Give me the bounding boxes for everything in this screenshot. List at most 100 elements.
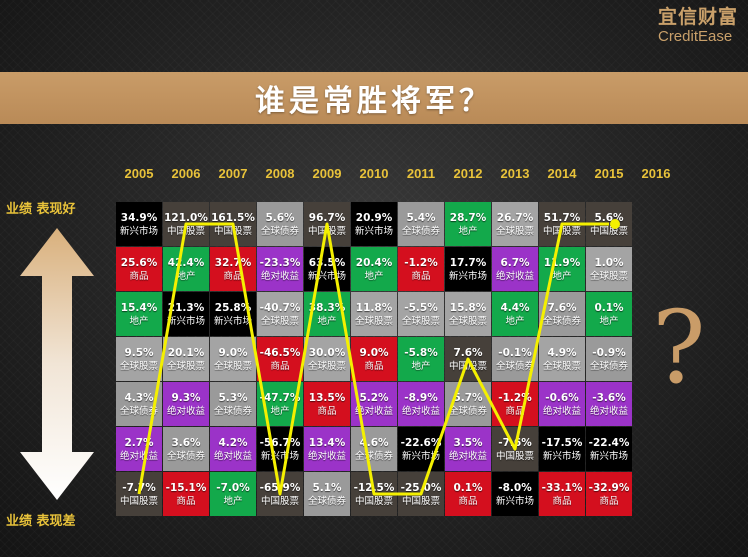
cell-category: 新兴市场 — [166, 315, 205, 327]
page-title: 谁是常胜将军？ — [255, 84, 493, 119]
cell-value: 21.3% — [167, 301, 205, 314]
cell-value: -23.3% — [259, 256, 301, 269]
cell-2005-rank-5: 4.3% 全球债券 — [116, 382, 162, 426]
cell-category: 新兴市场 — [589, 450, 628, 462]
cell-category: 中国股票 — [401, 495, 440, 507]
cell-category: 商品 — [364, 360, 384, 372]
cell-category: 地产 — [505, 315, 525, 327]
cell-2011-rank-6: -22.6% 新兴市场 — [398, 427, 444, 471]
cell-category: 中国股票 — [260, 495, 299, 507]
cell-value: 6.7% — [500, 256, 530, 269]
year-label-2012: 2012 — [453, 166, 483, 181]
cell-category: 全球债券 — [260, 225, 299, 237]
cell-value: -12.5% — [353, 481, 395, 494]
cell-category: 绝对收益 — [589, 405, 628, 417]
cell-value: 20.9% — [355, 211, 393, 224]
cell-2005-rank-1: 34.9% 新兴市场 — [116, 202, 162, 246]
cell-2014-rank-6: -17.5% 新兴市场 — [539, 427, 585, 471]
year-label-2011: 2011 — [406, 166, 436, 181]
cell-value: 13.4% — [308, 436, 346, 449]
cell-category: 全球股票 — [589, 270, 628, 282]
cell-category: 地产 — [552, 270, 572, 282]
cell-2011-rank-1: 5.4% 全球债券 — [398, 202, 444, 246]
cell-value: 13.5% — [308, 391, 346, 404]
cell-value: -1.2% — [498, 391, 532, 404]
year-label-2014: 2014 — [547, 166, 577, 181]
cell-2012-rank-1: 28.7% 地产 — [445, 202, 491, 246]
cell-value: 20.1% — [167, 346, 205, 359]
cell-value: -0.9% — [592, 346, 626, 359]
cell-value: 4.9% — [547, 346, 577, 359]
cell-category: 商品 — [411, 270, 431, 282]
title-banner: 谁是常胜将军？ — [0, 72, 748, 124]
cell-2009-rank-1: 96.7% 中国股票 — [304, 202, 350, 246]
cell-2008-rank-2: -23.3% 绝对收益 — [257, 247, 303, 291]
cell-2013-rank-4: -0.1% 全球债券 — [492, 337, 538, 381]
cell-2006-rank-6: 3.6% 全球债券 — [163, 427, 209, 471]
cell-2005-rank-2: 25.6% 商品 — [116, 247, 162, 291]
cell-category: 全球股票 — [166, 360, 205, 372]
cell-2013-rank-3: 4.4% 地产 — [492, 292, 538, 336]
cell-value: -7.0% — [216, 481, 250, 494]
cell-value: -5.8% — [404, 346, 438, 359]
cell-2015-rank-7: -32.9% 商品 — [586, 472, 632, 516]
cell-category: 全球股票 — [495, 225, 534, 237]
cell-2005-rank-6: 2.7% 绝对收益 — [116, 427, 162, 471]
cell-category: 中国股票 — [307, 225, 346, 237]
cell-2012-rank-3: 15.8% 全球股票 — [445, 292, 491, 336]
cell-value: -8.0% — [498, 481, 532, 494]
cell-value: 9.0% — [218, 346, 248, 359]
cell-category: 地产 — [176, 270, 196, 282]
cell-value: 121.0% — [164, 211, 208, 224]
cell-value: 5.6% — [594, 211, 624, 224]
cell-category: 商品 — [317, 405, 337, 417]
year-label-2009: 2009 — [312, 166, 342, 181]
logo-chinese: 宜信财富 — [657, 6, 738, 28]
cell-value: 17.7% — [449, 256, 487, 269]
cell-value: 5.3% — [218, 391, 248, 404]
cell-category: 绝对收益 — [119, 450, 158, 462]
cell-value: 28.7% — [449, 211, 487, 224]
cell-value: -3.6% — [592, 391, 626, 404]
year-label-2013: 2013 — [500, 166, 530, 181]
cell-category: 中国股票 — [213, 225, 252, 237]
cell-value: 4.2% — [218, 436, 248, 449]
cell-value: 3.5% — [453, 436, 483, 449]
cell-category: 绝对收益 — [401, 405, 440, 417]
cell-category: 中国股票 — [448, 360, 487, 372]
cell-value: -15.1% — [165, 481, 207, 494]
cell-value: -40.7% — [259, 301, 301, 314]
cell-2012-rank-5: 5.7% 全球债券 — [445, 382, 491, 426]
question-mark: ? — [652, 289, 706, 406]
cell-value: 4.6% — [359, 436, 389, 449]
cell-2006-rank-1: 121.0% 中国股票 — [163, 202, 209, 246]
label-performance-good: 业绩 表现好 — [6, 202, 76, 217]
cell-category: 新兴市场 — [495, 495, 534, 507]
cell-2013-rank-5: -1.2% 商品 — [492, 382, 538, 426]
cell-value: -47.7% — [259, 391, 301, 404]
cell-category: 商品 — [458, 495, 478, 507]
cell-value: 7.6% — [547, 301, 577, 314]
cell-value: 11.9% — [543, 256, 581, 269]
cell-category: 商品 — [223, 270, 243, 282]
cell-2013-rank-6: -7.6% 中国股票 — [492, 427, 538, 471]
cell-category: 全球股票 — [448, 315, 487, 327]
cell-category: 全球股票 — [401, 315, 440, 327]
cell-value: 63.5% — [308, 256, 346, 269]
cell-2011-rank-3: -5.5% 全球股票 — [398, 292, 444, 336]
cell-category: 新兴市场 — [213, 315, 252, 327]
cell-category: 全球股票 — [260, 315, 299, 327]
cell-category: 全球债券 — [213, 405, 252, 417]
cell-2007-rank-3: 25.8% 新兴市场 — [210, 292, 256, 336]
cell-category: 绝对收益 — [307, 450, 346, 462]
cell-value: 30.0% — [308, 346, 346, 359]
cell-category: 全球债券 — [542, 315, 581, 327]
cell-value: 1.0% — [594, 256, 624, 269]
cell-value: -32.9% — [588, 481, 630, 494]
cell-2015-rank-6: -22.4% 新兴市场 — [586, 427, 632, 471]
cell-value: -7.7% — [122, 481, 156, 494]
cell-2012-rank-6: 3.5% 绝对收益 — [445, 427, 491, 471]
cell-value: 42.4% — [167, 256, 205, 269]
cell-2006-rank-5: 9.3% 绝对收益 — [163, 382, 209, 426]
cell-value: 25.8% — [214, 301, 252, 314]
